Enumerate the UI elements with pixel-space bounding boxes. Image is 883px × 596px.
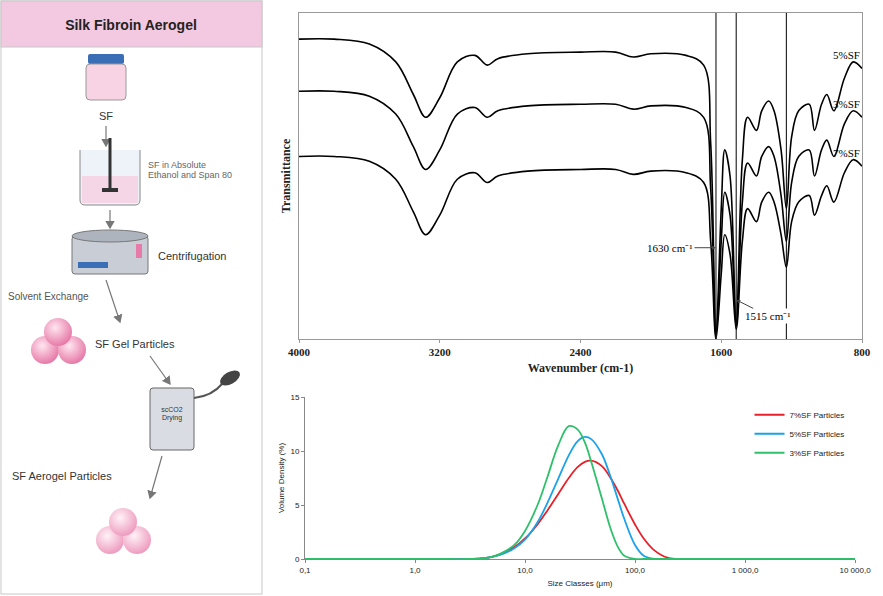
svg-text:Wavenumber (cm-1): Wavenumber (cm-1) xyxy=(528,361,633,375)
svg-text:SF Gel Particles: SF Gel Particles xyxy=(95,338,175,350)
svg-text:SF: SF xyxy=(99,110,113,122)
svg-text:10: 10 xyxy=(290,447,299,456)
svg-text:Transmittance: Transmittance xyxy=(279,138,293,213)
svg-text:5%SF: 5%SF xyxy=(833,49,860,61)
svg-text:SF in AbsoluteEthanol and Span: SF in AbsoluteEthanol and Span 80 xyxy=(148,160,232,180)
svg-text:100,0: 100,0 xyxy=(625,566,646,575)
svg-text:1630 cm⁻¹: 1630 cm⁻¹ xyxy=(647,242,693,254)
svg-text:5: 5 xyxy=(295,501,300,510)
svg-text:7%SF Particles: 7%SF Particles xyxy=(790,411,845,420)
svg-text:1 000,0: 1 000,0 xyxy=(732,566,759,575)
svg-text:1600: 1600 xyxy=(710,346,733,358)
svg-text:1,0: 1,0 xyxy=(409,566,421,575)
svg-text:1515 cm⁻¹: 1515 cm⁻¹ xyxy=(745,310,791,322)
svg-text:10 000,0: 10 000,0 xyxy=(839,566,871,575)
svg-text:SF Aerogel Particles: SF Aerogel Particles xyxy=(12,470,112,482)
svg-text:800: 800 xyxy=(854,346,871,358)
svg-text:4000: 4000 xyxy=(288,346,311,358)
svg-text:Size Classes (μm): Size Classes (μm) xyxy=(547,579,612,588)
svg-text:0,1: 0,1 xyxy=(299,566,311,575)
svg-text:3%SF Particles: 3%SF Particles xyxy=(790,449,845,458)
svg-text:Solvent Exchange: Solvent Exchange xyxy=(8,291,89,302)
svg-text:Volume Density (%): Volume Density (%) xyxy=(277,443,286,514)
svg-text:scCO2Drying: scCO2Drying xyxy=(161,406,183,422)
svg-text:Silk Fibroin Aerogel: Silk Fibroin Aerogel xyxy=(65,17,197,33)
svg-text:15: 15 xyxy=(290,393,299,402)
svg-text:2400: 2400 xyxy=(570,346,593,358)
svg-text:7%SF: 7%SF xyxy=(833,147,860,159)
svg-text:10,0: 10,0 xyxy=(517,566,533,575)
svg-text:5%SF Particles: 5%SF Particles xyxy=(790,430,845,439)
svg-text:0: 0 xyxy=(295,555,300,564)
svg-text:3%SF: 3%SF xyxy=(833,98,860,110)
svg-text:Centrifugation: Centrifugation xyxy=(158,250,227,262)
svg-text:3200: 3200 xyxy=(429,346,452,358)
